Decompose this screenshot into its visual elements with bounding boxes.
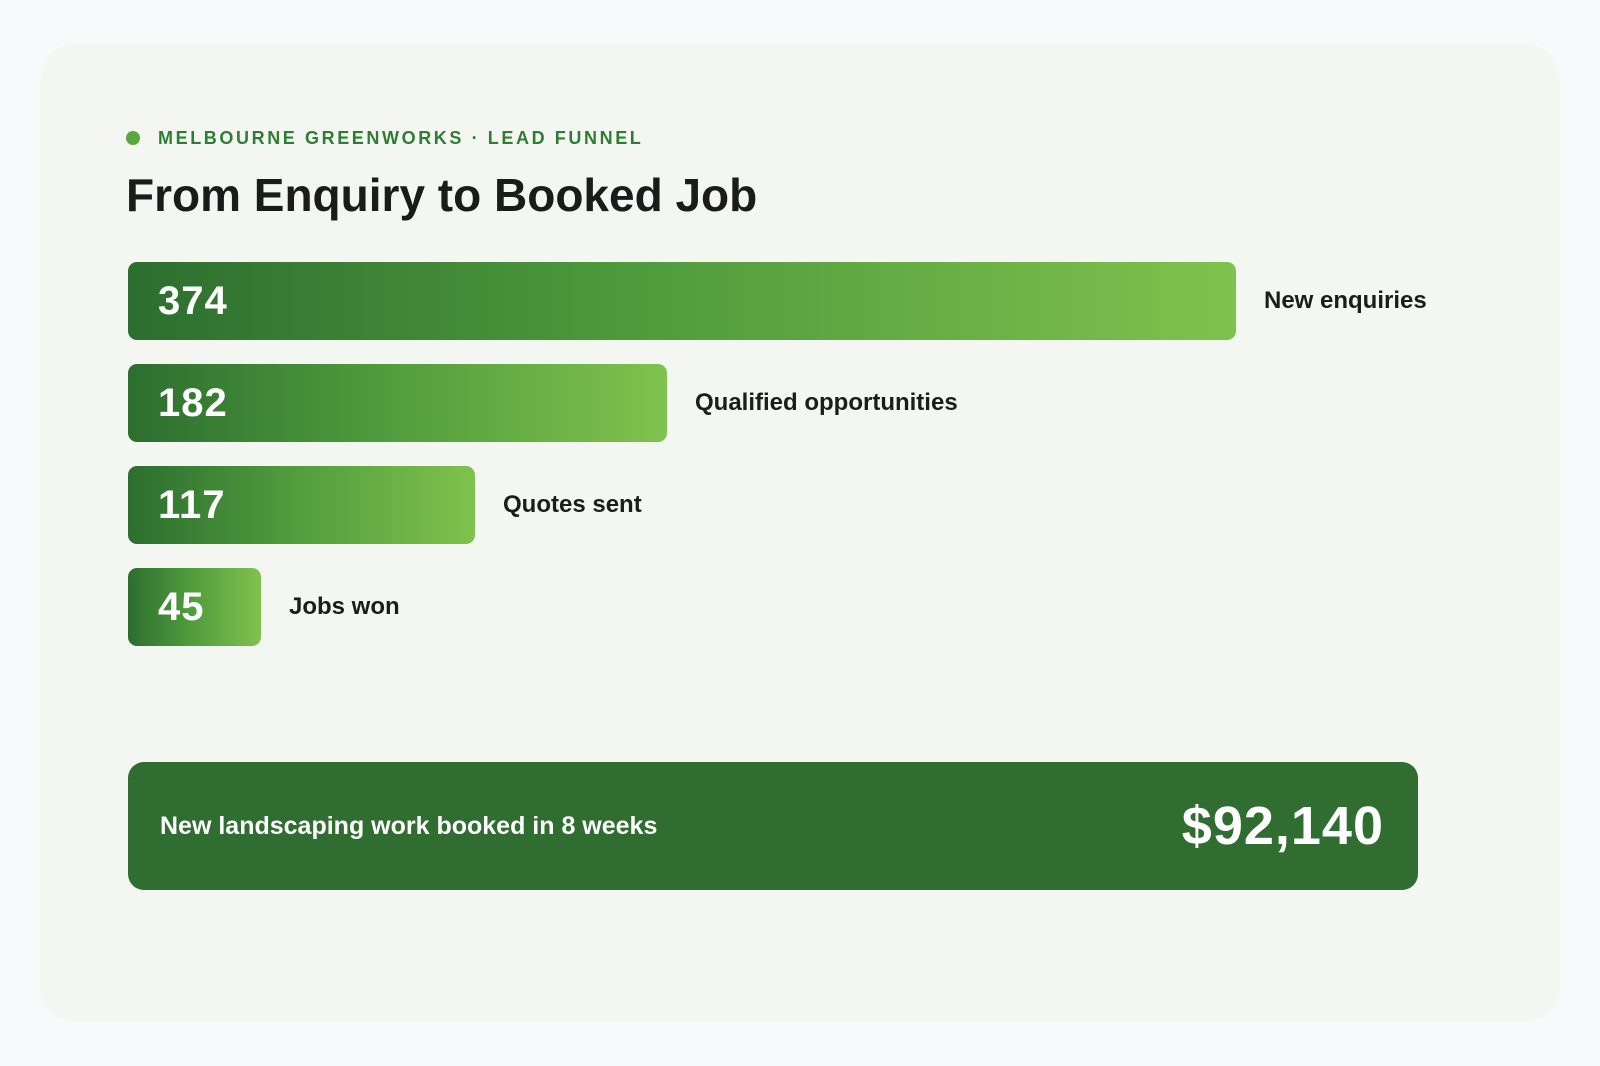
funnel-bar: 182 bbox=[128, 364, 667, 442]
funnel-bar: 117 bbox=[128, 466, 475, 544]
status-dot-icon bbox=[126, 131, 140, 145]
chart-title: From Enquiry to Booked Job bbox=[126, 169, 758, 221]
bar-value-label: 374 bbox=[158, 278, 228, 323]
funnel-row: 182 Qualified opportunities bbox=[128, 364, 958, 442]
bar-value-label: 182 bbox=[158, 380, 228, 425]
funnel-bar: 45 bbox=[128, 568, 261, 646]
summary-banner: New landscaping work booked in 8 weeks $… bbox=[128, 762, 1418, 890]
eyebrow-text: MELBOURNE GREENWORKS · LEAD FUNNEL bbox=[158, 127, 644, 148]
bar-category-label: Quotes sent bbox=[503, 491, 642, 518]
eyebrow: MELBOURNE GREENWORKS · LEAD FUNNEL bbox=[126, 124, 643, 152]
bar-value-label: 45 bbox=[158, 584, 205, 629]
funnel-card: MELBOURNE GREENWORKS · LEAD FUNNEL From … bbox=[40, 44, 1560, 1022]
bar-category-label: New enquiries bbox=[1264, 287, 1427, 314]
funnel-bar: 374 bbox=[128, 262, 1236, 340]
bar-category-label: Jobs won bbox=[289, 593, 400, 620]
summary-value: $92,140 bbox=[1181, 796, 1384, 856]
bar-value-label: 117 bbox=[158, 482, 226, 527]
funnel-row: 374 New enquiries bbox=[128, 262, 1427, 340]
summary-label: New landscaping work booked in 8 weeks bbox=[160, 811, 658, 840]
bar-category-label: Qualified opportunities bbox=[695, 389, 958, 416]
funnel-row: 45 Jobs won bbox=[128, 568, 400, 646]
funnel-chart: 374 New enquiries 182 Qualified opportuniti… bbox=[128, 262, 1528, 662]
funnel-row: 117 Quotes sent bbox=[128, 466, 642, 544]
